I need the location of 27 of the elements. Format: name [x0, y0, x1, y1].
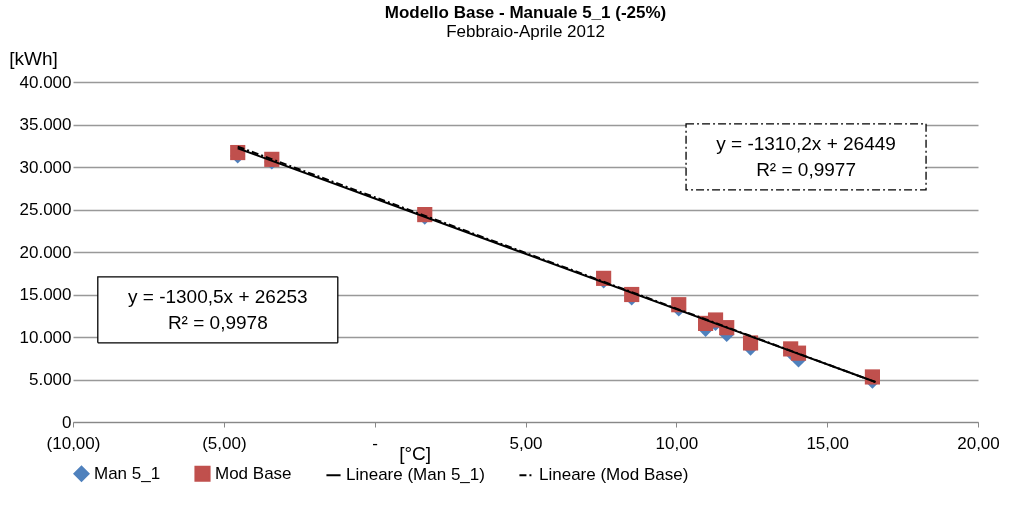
annotation: y = -1300,5x + 26253 R² = 0,9978 — [128, 285, 308, 333]
y-tick-label: 35.000 — [19, 115, 72, 134]
chart-title: Modello Base - Manuale 5_1 (-25%) — [384, 3, 667, 22]
y-tick-label: 5.000 — [28, 370, 72, 389]
y-axis-title: [kWh] — [9, 47, 58, 69]
chart-subtitle: Febbraio-Aprile 2012 — [446, 22, 605, 41]
y-tick-label: 20.000 — [19, 242, 72, 262]
y-tick-label: 40.000 — [19, 72, 72, 92]
x-tick-label: 10,00 — [655, 433, 699, 453]
legend-label: Lineare (Mod Base) — [539, 465, 689, 485]
y-tick-label: 25.000 — [19, 200, 72, 219]
annotation: y = -1310,2x + 26449 R² = 0,9977 — [716, 132, 896, 180]
y-tick-label: 0 — [62, 412, 72, 432]
point — [864, 369, 880, 385]
y-tick-label: 10.000 — [19, 327, 72, 347]
legend-label: Man 5_1 — [94, 463, 161, 483]
y-tick-label: 30.000 — [19, 157, 72, 177]
x-axis-title: [°C] — [399, 442, 432, 464]
x-tick-label: (5,00) — [202, 433, 247, 453]
legend-label: Mod Base — [215, 463, 292, 483]
y-tick-label: 15.000 — [19, 285, 72, 304]
x-tick-label: 5,00 — [509, 433, 543, 453]
x-tick-label: 15,00 — [806, 433, 849, 453]
x-tick-label: (10,00) — [46, 433, 101, 453]
legend-label: Lineare (Man 5_1) — [346, 465, 485, 485]
x-tick-label: 20,00 — [957, 433, 1000, 453]
x-tick-label: - — [372, 433, 378, 453]
